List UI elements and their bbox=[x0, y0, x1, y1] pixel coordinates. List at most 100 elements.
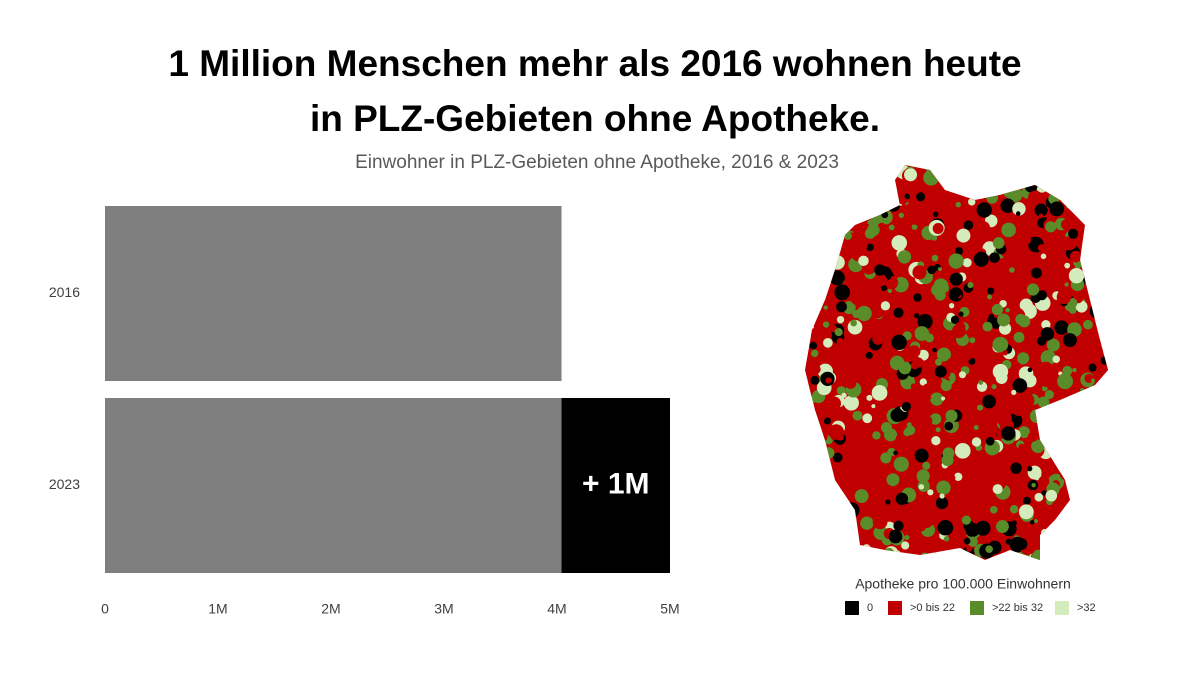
map-region bbox=[1009, 267, 1015, 273]
map-region bbox=[1102, 472, 1108, 483]
map-region bbox=[882, 187, 887, 192]
map-region bbox=[1080, 187, 1088, 195]
map-region bbox=[805, 446, 813, 462]
map-region bbox=[805, 531, 818, 546]
map-region bbox=[933, 278, 949, 294]
map-region bbox=[904, 519, 913, 528]
map-region bbox=[805, 488, 807, 494]
map-region bbox=[930, 392, 944, 406]
map-region bbox=[992, 237, 1005, 249]
map-region bbox=[1068, 268, 1085, 284]
map-region bbox=[954, 246, 964, 256]
map-region bbox=[807, 288, 822, 303]
map-region bbox=[857, 443, 870, 456]
map-region bbox=[1106, 187, 1108, 194]
map-region bbox=[1057, 417, 1068, 428]
map-region bbox=[958, 346, 973, 362]
map-region bbox=[983, 165, 995, 172]
map-region bbox=[843, 395, 859, 411]
map-region bbox=[871, 464, 881, 473]
map-region bbox=[1076, 407, 1088, 419]
map-region bbox=[1091, 384, 1108, 401]
map-region bbox=[1000, 198, 1016, 213]
map-region bbox=[805, 207, 815, 218]
map-region bbox=[867, 282, 882, 298]
map-region bbox=[874, 264, 886, 276]
map-region bbox=[827, 396, 841, 411]
map-region bbox=[930, 189, 935, 194]
value-label: + 1M bbox=[582, 467, 650, 500]
map-region bbox=[829, 270, 845, 286]
map-region bbox=[805, 245, 807, 256]
map-region bbox=[856, 305, 872, 322]
map-region bbox=[932, 347, 937, 353]
map-region bbox=[877, 194, 885, 201]
map-region bbox=[884, 546, 899, 560]
map-region bbox=[834, 284, 851, 301]
map-region bbox=[1040, 528, 1049, 537]
map-region bbox=[1046, 526, 1054, 534]
map-region bbox=[1031, 530, 1038, 538]
map-region bbox=[805, 221, 817, 233]
y-tick-label: 2023 bbox=[49, 476, 80, 492]
bar-segment bbox=[105, 206, 562, 381]
map-region bbox=[815, 430, 828, 443]
map-region bbox=[811, 446, 828, 463]
map-region bbox=[916, 469, 930, 483]
map-region bbox=[935, 358, 943, 366]
map-region bbox=[830, 255, 845, 270]
map-region bbox=[1091, 299, 1096, 304]
map-region bbox=[862, 413, 873, 424]
map-region bbox=[1069, 206, 1078, 214]
map-region bbox=[1065, 527, 1080, 541]
map-region bbox=[826, 545, 838, 557]
map-region bbox=[858, 255, 869, 267]
map-region bbox=[873, 525, 888, 541]
map-region bbox=[836, 301, 847, 313]
map-region bbox=[936, 347, 951, 362]
map-region bbox=[906, 422, 912, 428]
map-region bbox=[1072, 367, 1077, 373]
map-region bbox=[924, 165, 931, 169]
map-region bbox=[927, 265, 936, 275]
map-region bbox=[880, 452, 892, 464]
map-region bbox=[912, 265, 927, 280]
map-region bbox=[914, 313, 920, 319]
map-region bbox=[939, 493, 945, 499]
map-region bbox=[883, 325, 891, 333]
map-region bbox=[1029, 409, 1044, 423]
map-region bbox=[932, 222, 944, 234]
map-region bbox=[1022, 165, 1030, 174]
map-region bbox=[1006, 155, 1016, 165]
map-region bbox=[1101, 192, 1106, 197]
map-region bbox=[1097, 396, 1108, 408]
map-region bbox=[867, 223, 880, 237]
map-region bbox=[898, 361, 912, 375]
map-region bbox=[1088, 403, 1093, 408]
map-region bbox=[933, 552, 938, 557]
map-region bbox=[811, 520, 818, 527]
map-region bbox=[1044, 437, 1058, 451]
map-region bbox=[877, 196, 893, 213]
map-region bbox=[1064, 282, 1069, 287]
map-region bbox=[1043, 382, 1049, 388]
map-region bbox=[1078, 479, 1086, 488]
map-region bbox=[1040, 253, 1047, 260]
map-region bbox=[903, 428, 911, 437]
map-region bbox=[840, 446, 849, 456]
map-region bbox=[871, 385, 888, 401]
map-region bbox=[835, 200, 850, 216]
map-region bbox=[1094, 447, 1099, 453]
map-region bbox=[950, 315, 960, 324]
map-region bbox=[850, 292, 864, 306]
map-region bbox=[1079, 173, 1087, 181]
map-region bbox=[855, 548, 862, 554]
map-region bbox=[855, 557, 867, 560]
map-region bbox=[1078, 411, 1089, 421]
map-region bbox=[1085, 165, 1097, 167]
map-region bbox=[1040, 349, 1056, 366]
map-region bbox=[1074, 438, 1082, 446]
map-region bbox=[805, 285, 812, 294]
map-region bbox=[908, 282, 922, 296]
map-region bbox=[1060, 420, 1075, 434]
